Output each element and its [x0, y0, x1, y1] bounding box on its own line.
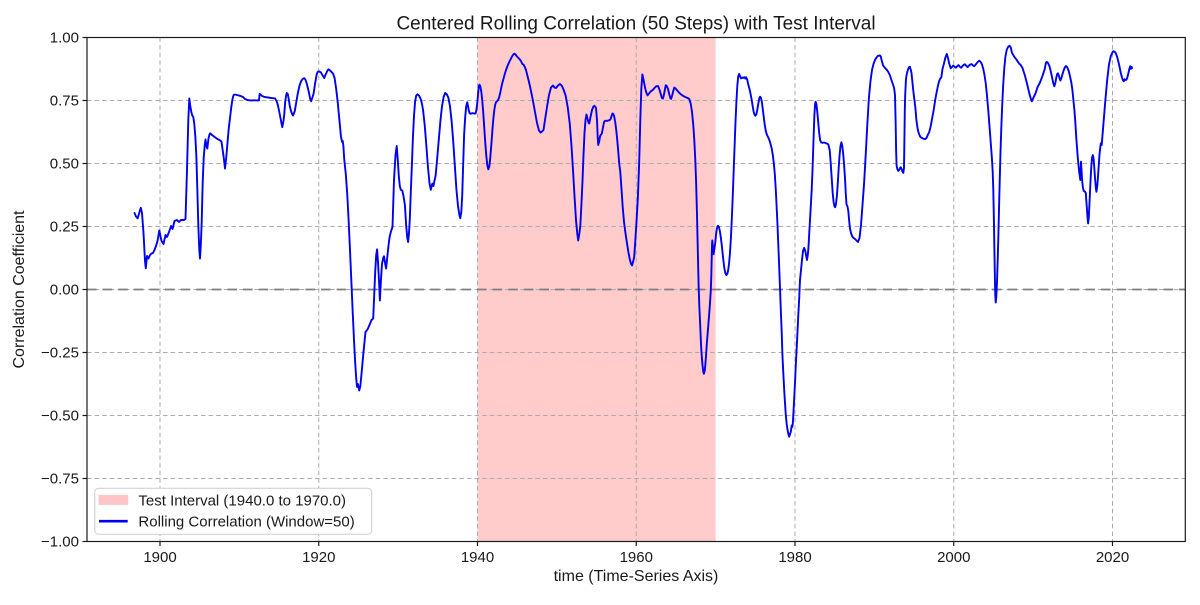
svg-text:Test Interval (1940.0 to 1970.: Test Interval (1940.0 to 1970.0) — [138, 493, 346, 510]
svg-text:1940: 1940 — [461, 549, 494, 566]
svg-text:2000: 2000 — [937, 549, 970, 566]
svg-text:1980: 1980 — [778, 549, 811, 566]
svg-text:Centered Rolling Correlation (: Centered Rolling Correlation (50 Steps) … — [396, 14, 875, 35]
svg-text:1960: 1960 — [620, 549, 653, 566]
svg-text:−0.25: −0.25 — [41, 345, 79, 362]
svg-text:0.00: 0.00 — [50, 282, 79, 299]
svg-text:−1.00: −1.00 — [41, 534, 79, 551]
svg-text:1900: 1900 — [143, 549, 176, 566]
svg-text:1920: 1920 — [302, 549, 335, 566]
svg-text:0.25: 0.25 — [50, 219, 79, 236]
svg-text:−0.75: −0.75 — [41, 471, 79, 488]
svg-text:1.00: 1.00 — [50, 30, 79, 47]
svg-text:Rolling Correlation (Window=50: Rolling Correlation (Window=50) — [138, 513, 354, 530]
svg-text:0.75: 0.75 — [50, 93, 79, 110]
svg-text:Correlation Coefficient: Correlation Coefficient — [11, 210, 28, 369]
svg-text:0.50: 0.50 — [50, 156, 79, 173]
svg-text:time (Time-Series Axis): time (Time-Series Axis) — [554, 568, 719, 585]
svg-text:2020: 2020 — [1096, 549, 1129, 566]
svg-text:−0.50: −0.50 — [41, 408, 79, 425]
